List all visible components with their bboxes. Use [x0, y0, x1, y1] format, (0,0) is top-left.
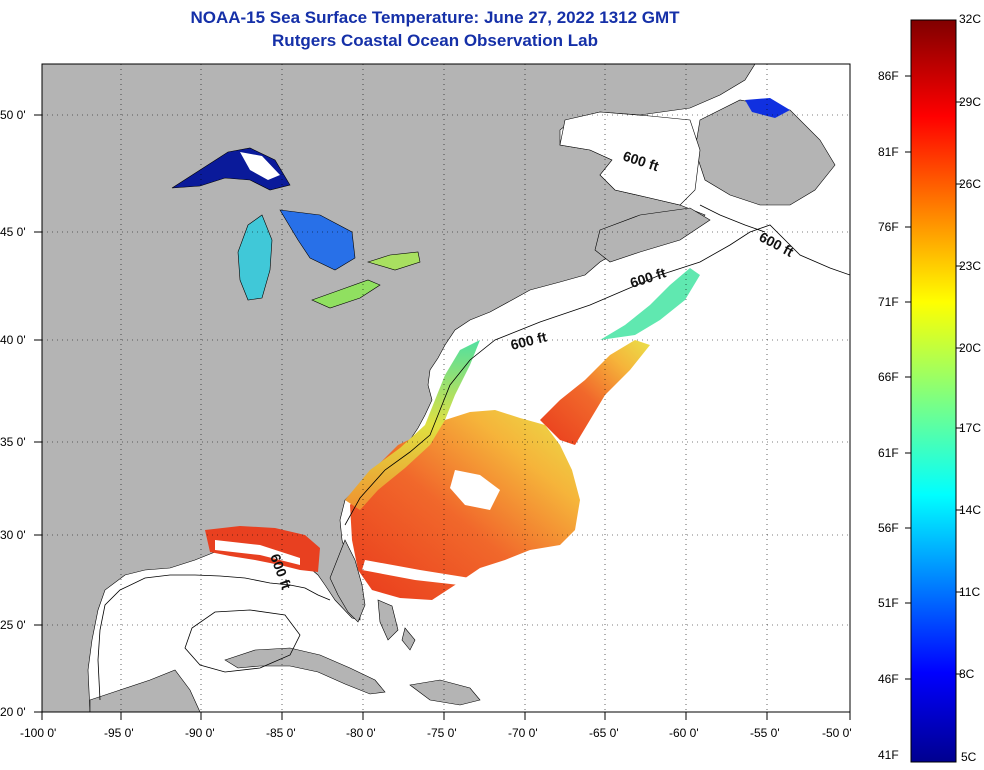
gulf-inner-contour: [184, 609, 301, 673]
land-bahamas: [377, 599, 416, 651]
newfoundland-contour: [699, 204, 766, 233]
colorbar-fahrenheit-label: 51F: [878, 596, 899, 610]
colorbar-fahrenheit-label: 86F: [878, 69, 899, 83]
atlantic-600ft-contour: [344, 224, 850, 526]
atlantic-cloud-2: [362, 560, 470, 586]
lon-tick-label: -90 0': [185, 726, 215, 740]
colorbar-celsius-label: 11C: [959, 585, 981, 599]
map-subtitle: Rutgers Coastal Ocean Observation Lab: [272, 31, 598, 50]
land-florida: [329, 539, 366, 623]
colorbar-celsius-label: 23C: [959, 259, 982, 273]
colorbar-fahrenheit-label: 71F: [878, 295, 899, 309]
lon-tick-label: -65 0': [589, 726, 619, 740]
lon-tick-label: -95 0': [104, 726, 134, 740]
colorbar-celsius-label: 29C: [959, 95, 982, 109]
lon-tick-label: -50 0': [822, 726, 852, 740]
lake-ontario: [366, 251, 421, 271]
lake-michigan: [237, 214, 273, 301]
colorbar-celsius-label: 32C: [959, 12, 982, 26]
graticule: [42, 64, 850, 712]
lat-tick-label: 45 0': [0, 225, 26, 239]
lat-tick-label: 50 0': [0, 108, 26, 122]
lon-tick-label: -60 0': [669, 726, 699, 740]
land-yucatan: [89, 669, 201, 712]
atlantic-sst-ne-arm: [540, 340, 650, 445]
labrador-sst: [745, 98, 790, 118]
colorbar-fahrenheit-label: 46F: [878, 672, 899, 686]
map-title: NOAA-15 Sea Surface Temperature: June 27…: [190, 8, 680, 27]
colorbar-celsius-label: 5C: [961, 750, 977, 764]
lat-tick-label: 40 0': [0, 333, 26, 347]
lon-tick-label: -100 0': [20, 726, 57, 740]
colorbar-celsius-label: 17C: [959, 421, 982, 435]
map-frame: [41, 63, 851, 713]
colorbar-celsius-label: 26C: [959, 177, 982, 191]
lat-tick-label: 35 0': [0, 435, 26, 449]
colorbar-fahrenheit-label: 66F: [878, 370, 899, 384]
colorbar-celsius-label: 8C: [959, 667, 975, 681]
colorbar-fahrenheit-label: 61F: [878, 446, 899, 460]
lon-tick-label: -75 0': [427, 726, 457, 740]
lake-erie: [311, 279, 381, 309]
gulf-cloud-streak: [215, 540, 300, 565]
lat-tick-label: 30 0': [0, 528, 26, 542]
lon-tick-label: -85 0': [266, 726, 296, 740]
lon-tick-label: -80 0': [346, 726, 376, 740]
colorbar-fahrenheit-label: 41F: [878, 748, 899, 762]
lon-tick-label: -70 0': [508, 726, 538, 740]
colorbar-celsius-label: 14C: [959, 503, 982, 517]
shelf-sst-band: [345, 340, 480, 510]
colorbar-fahrenheit-label: 81F: [878, 145, 899, 159]
colorbar-fahrenheit-label: 56F: [878, 521, 899, 535]
gulf-st-lawrence: [559, 111, 701, 206]
gulf-600ft-contour: [97, 574, 331, 701]
atlantic-cloud-1: [450, 470, 500, 510]
lake-huron: [279, 209, 356, 271]
axis-ticks: [34, 114, 851, 720]
ne-shelf-sst: [600, 268, 700, 340]
lon-tick-label: -55 0': [750, 726, 780, 740]
colorbar-ticks: [905, 75, 962, 680]
land-hispaniola: [409, 679, 481, 706]
colorbar: [910, 19, 957, 763]
land-nova-scotia: [594, 207, 711, 263]
lat-tick-label: 25 0': [0, 618, 26, 632]
colorbar-fahrenheit-label: 76F: [878, 220, 899, 234]
colorbar-celsius-label: 20C: [959, 341, 982, 355]
lake-superior-cloud: [240, 152, 280, 180]
lat-tick-label: 20 0': [0, 705, 26, 719]
